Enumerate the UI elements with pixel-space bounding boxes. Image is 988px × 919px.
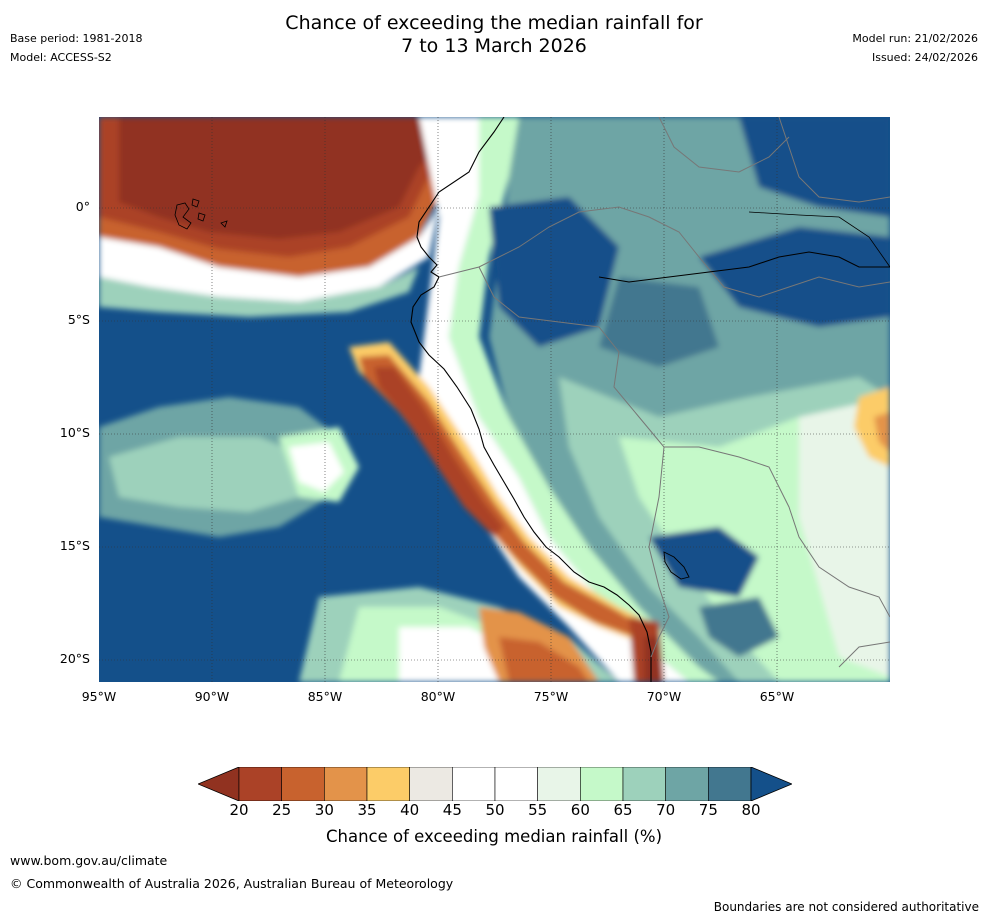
coastline (410, 117, 652, 682)
colorbar-bin (324, 766, 368, 802)
colorbar-bin (622, 766, 666, 802)
colorbar-label: Chance of exceeding median rainfall (%) (325, 827, 663, 846)
bom-url: www.bom.gov.au/climate (10, 853, 168, 868)
copyright-text: © Commonwealth of Australia 2026, Austra… (10, 876, 454, 891)
colorbar-bin (708, 766, 752, 802)
colorbar-bin (366, 766, 410, 802)
colorbar-tick-label: 80 (741, 801, 761, 819)
lon-label-90w: 90°W (194, 689, 230, 704)
colorbar-tick-label: 40 (400, 801, 420, 819)
rainfall-map-svg (99, 117, 890, 682)
colorbar-tick-label: 65 (613, 801, 633, 819)
colorbar-bin (238, 766, 282, 802)
colorbar-bin (537, 766, 581, 802)
colorbar-bin (281, 766, 325, 802)
colorbar-svg (196, 766, 794, 802)
colorbar-bin (452, 766, 496, 802)
colorbar-tick-label: 25 (272, 801, 292, 819)
lon-label-65w: 65°W (759, 689, 795, 704)
colorbar-bin (665, 766, 709, 802)
model-text: Model: ACCESS-S2 (10, 51, 112, 64)
lat-label-20s: 20°S (59, 651, 90, 666)
colorbar-bin (409, 766, 453, 802)
colorbar-tick-label: 70 (656, 801, 676, 819)
country-borders (438, 117, 890, 668)
map-title-line1: Chance of exceeding the median rainfall … (285, 12, 703, 34)
colorbar-tick-label: 55 (528, 801, 548, 819)
lake-titicaca (663, 551, 690, 580)
lat-label-5s: 5°S (67, 312, 90, 327)
amazon-river (598, 251, 890, 283)
lon-label-95w: 95°W (81, 689, 117, 704)
lat-label-15s: 15°S (59, 538, 90, 553)
disclaimer-text: Boundaries are not considered authoritat… (713, 900, 979, 914)
lon-label-70w: 70°W (646, 689, 682, 704)
colorbar (196, 766, 794, 802)
rainfall-map (99, 117, 890, 682)
lon-label-80w: 80°W (420, 689, 456, 704)
colorbar-tick-label: 20 (229, 801, 249, 819)
colorbar-tick-label: 35 (357, 801, 377, 819)
lon-label-75w: 75°W (533, 689, 569, 704)
colorbar-below-arrow (196, 766, 240, 802)
colorbar-tick-label: 60 (570, 801, 590, 819)
colorbar-tick-label: 45 (442, 801, 462, 819)
lat-label-10s: 10°S (59, 425, 90, 440)
lon-label-85w: 85°W (307, 689, 343, 704)
map-gridlines (99, 117, 890, 682)
colorbar-tick-label: 50 (485, 801, 505, 819)
colorbar-tick-label: 30 (314, 801, 334, 819)
colorbar-tick-label: 75 (698, 801, 718, 819)
galapagos-islands (174, 198, 228, 230)
colorbar-bin (494, 766, 538, 802)
colorbar-above-arrow (750, 766, 794, 802)
map-title: Chance of exceeding the median rainfall … (0, 12, 988, 58)
model-run-text: Model run: 21/02/2026 (852, 32, 978, 45)
base-period-text: Base period: 1981-2018 (10, 32, 143, 45)
map-title-line2: 7 to 13 March 2026 (401, 35, 587, 57)
colorbar-bin (580, 766, 624, 802)
issued-text: Issued: 24/02/2026 (871, 51, 978, 64)
lat-label-0: 0° (75, 199, 90, 214)
